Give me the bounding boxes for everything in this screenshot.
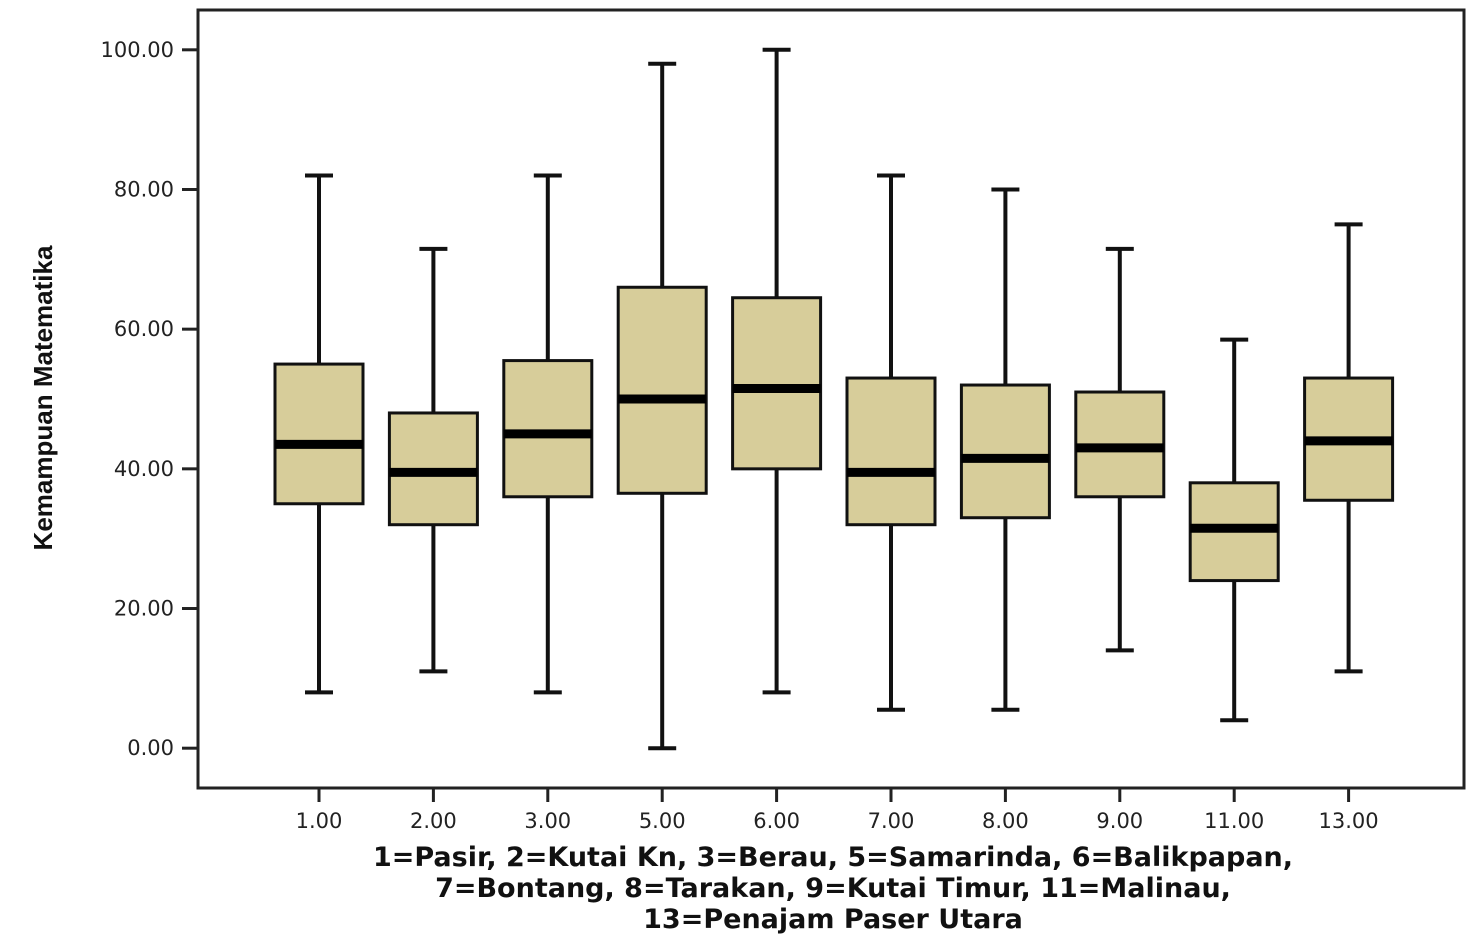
box-group-11.00: [1188, 337, 1280, 723]
box-group-7.00: [845, 173, 937, 712]
x-axis-title-line-1: 1=Pasir, 2=Kutai Kn, 3=Berau, 5=Samarind…: [373, 842, 1293, 873]
x-tick-label: 13.00: [1319, 809, 1379, 833]
y-tick-label: 100.00: [101, 38, 174, 62]
y-axis: 0.00 20.00 40.00 60.00 80.00 100.00: [101, 38, 198, 760]
iqr-box: [273, 362, 365, 506]
x-tick-label: 7.00: [868, 809, 915, 833]
plot-frame: [196, 8, 1466, 790]
iqr-box: [959, 383, 1051, 520]
x-tick-label: 3.00: [524, 809, 571, 833]
iqr-box: [731, 296, 823, 471]
y-tick-label: 20.00: [114, 597, 174, 621]
y-tick-label: 0.00: [127, 736, 174, 760]
iqr-box: [845, 376, 937, 527]
x-tick-label: 1.00: [296, 809, 343, 833]
y-tick-label: 80.00: [114, 177, 174, 201]
x-tick-label: 2.00: [410, 809, 457, 833]
x-tick-label: 9.00: [1096, 809, 1143, 833]
box-group-6.00: [731, 47, 823, 695]
x-tick-label: 11.00: [1204, 809, 1264, 833]
box-group-1.00: [273, 173, 365, 695]
x-axis: 1.00 2.00 3.00 5.00 6.00 7.00 8.00 9.00 11.00 13.…: [296, 788, 1379, 833]
y-tick-label: 40.00: [114, 457, 174, 481]
y-tick-label: 60.00: [114, 317, 174, 341]
box-group-8.00: [959, 187, 1051, 712]
x-tick-label: 5.00: [639, 809, 686, 833]
box-group-13.00: [1303, 222, 1395, 674]
x-tick-label: 8.00: [982, 809, 1029, 833]
box-group-2.00: [387, 246, 479, 674]
iqr-box: [616, 285, 708, 495]
box-group-3.00: [502, 173, 594, 695]
x-axis-title-line-2: 7=Bontang, 8=Tarakan, 9=Kutai Timur, 11=…: [435, 873, 1231, 904]
x-tick-label: 6.00: [753, 809, 800, 833]
boxes: [273, 47, 1395, 751]
y-axis-title: Kemampuan Matematika: [28, 245, 58, 550]
iqr-box: [502, 359, 594, 499]
box-group-5.00: [616, 61, 708, 751]
x-axis-title-line-3: 13=Penajam Paser Utara: [643, 904, 1023, 935]
box-group-9.00: [1074, 246, 1166, 653]
